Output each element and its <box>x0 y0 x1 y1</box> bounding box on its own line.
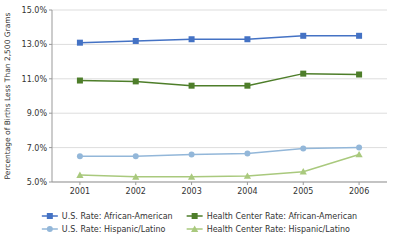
x-tick <box>247 182 248 185</box>
point <box>77 78 83 84</box>
legend-label: U.S. Rate: African-American <box>62 212 173 221</box>
point <box>356 33 362 39</box>
x-tick-label: 2005 <box>293 187 313 196</box>
point <box>300 33 306 39</box>
legend-marker <box>191 225 198 231</box>
point <box>244 151 250 157</box>
legend-label: Health Center Rate: Hispanic/Latino <box>207 225 350 234</box>
y-tick-label: 7.0% <box>27 144 48 153</box>
x-axis: 2001 2002 2003 2004 2005 2006 <box>70 182 370 196</box>
x-tick <box>79 182 80 185</box>
series-line <box>80 36 359 43</box>
point <box>132 173 139 179</box>
legend-label: Health Center Rate: African-American <box>207 212 358 221</box>
series <box>77 145 362 160</box>
grid-line <box>52 10 387 11</box>
y-axis-label: Percentage of Births Less Than 2,500 Gra… <box>3 12 12 179</box>
grid-line <box>52 78 387 79</box>
x-axis-line <box>52 182 387 183</box>
legend-label: U.S. Rate: Hispanic/Latino <box>62 225 166 234</box>
x-tick <box>191 182 192 185</box>
legend-marker <box>192 213 198 219</box>
x-tick-label: 2004 <box>237 187 257 196</box>
point <box>189 36 195 42</box>
grid-line <box>52 182 387 183</box>
legend-marker <box>47 213 53 219</box>
point <box>189 151 195 157</box>
x-tick-label: 2001 <box>70 187 90 196</box>
point <box>77 153 83 159</box>
series <box>77 71 362 89</box>
y-tick-label: 5.0% <box>27 178 48 187</box>
y-axis-line <box>52 10 53 182</box>
y-tick-label: 11.0% <box>22 75 48 84</box>
point <box>133 38 139 44</box>
series <box>77 33 362 46</box>
point <box>133 78 139 84</box>
series <box>76 151 362 180</box>
x-tick <box>135 182 136 185</box>
legend-marker <box>47 226 53 232</box>
point <box>189 83 195 89</box>
legend-item: U.S. Rate: Hispanic/Latino <box>42 225 166 234</box>
y-tick-label: 15.0% <box>22 6 48 15</box>
point <box>300 145 306 151</box>
point <box>76 172 83 178</box>
point <box>300 71 306 77</box>
series-line <box>80 154 359 176</box>
legend-item: Health Center Rate: Hispanic/Latino <box>187 225 350 234</box>
point <box>244 83 250 89</box>
y-tick-label: 9.0% <box>27 109 48 118</box>
x-tick <box>359 182 360 185</box>
x-tick-label: 2006 <box>349 187 369 196</box>
y-axis: 5.0% 7.0% 9.0% 11.0% 13.0% 15.0% <box>22 6 52 187</box>
series-line <box>80 74 359 86</box>
point <box>77 40 83 46</box>
x-tick-label: 2003 <box>181 187 201 196</box>
x-tick-label: 2002 <box>126 187 146 196</box>
grid-line <box>52 44 387 45</box>
legend-item: U.S. Rate: African-American <box>42 212 173 221</box>
point <box>244 36 250 42</box>
point <box>356 145 362 151</box>
point <box>244 172 251 178</box>
chart: 5.0%7.0%9.0%11.0%13.0%15.0%2001200220032… <box>0 0 399 237</box>
point <box>300 168 307 174</box>
point <box>355 151 362 157</box>
grid-line <box>52 113 387 114</box>
plot-area <box>76 33 362 180</box>
point <box>133 153 139 159</box>
y-tick-label: 13.0% <box>22 40 48 49</box>
y-grid <box>52 10 387 182</box>
series-line <box>80 148 359 157</box>
point <box>356 72 362 78</box>
point <box>188 173 195 179</box>
legend: U.S. Rate: African-American Health Center… <box>42 212 357 234</box>
x-tick <box>303 182 304 185</box>
legend-item: Health Center Rate: African-American <box>187 212 358 221</box>
